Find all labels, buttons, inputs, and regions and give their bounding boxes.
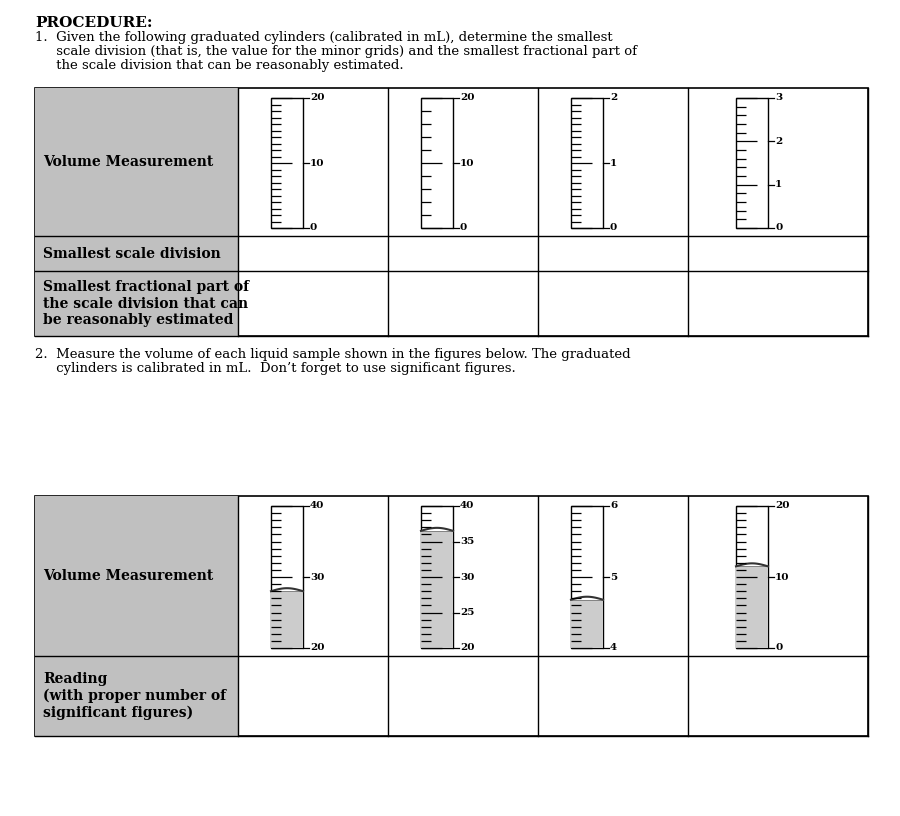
Text: Smallest fractional part of
the scale division that can
be reasonably estimated: Smallest fractional part of the scale di… xyxy=(43,281,249,326)
Text: 2.  Measure the volume of each liquid sample shown in the figures below. The gra: 2. Measure the volume of each liquid sam… xyxy=(35,348,631,361)
Text: 2: 2 xyxy=(775,137,782,146)
Text: 30: 30 xyxy=(460,573,474,582)
Bar xyxy=(571,506,603,648)
Text: 20: 20 xyxy=(310,644,325,653)
Text: 10: 10 xyxy=(460,158,474,167)
Text: scale division (that is, the value for the minor grids) and the smallest fractio: scale division (that is, the value for t… xyxy=(35,45,637,58)
Bar xyxy=(421,506,453,648)
Text: 25: 25 xyxy=(460,608,474,617)
Text: 30: 30 xyxy=(310,573,324,582)
Text: 1: 1 xyxy=(775,180,782,189)
Text: 40: 40 xyxy=(460,502,474,511)
Text: 1.  Given the following graduated cylinders (calibrated in mL), determine the sm: 1. Given the following graduated cylinde… xyxy=(35,31,613,44)
Text: 3: 3 xyxy=(775,94,782,103)
Text: the scale division that can be reasonably estimated.: the scale division that can be reasonabl… xyxy=(35,59,403,72)
Bar xyxy=(35,88,868,336)
Bar xyxy=(571,98,603,228)
Text: 20: 20 xyxy=(460,94,474,103)
Bar xyxy=(35,496,238,736)
Text: PROCEDURE:: PROCEDURE: xyxy=(35,16,152,30)
Bar xyxy=(271,592,303,648)
Text: 40: 40 xyxy=(310,502,324,511)
Text: Volume Measurement: Volume Measurement xyxy=(43,155,213,169)
Text: 10: 10 xyxy=(775,573,789,582)
Bar xyxy=(35,88,238,336)
Text: 35: 35 xyxy=(460,537,474,546)
Bar xyxy=(736,98,768,228)
Bar xyxy=(35,496,868,736)
Text: Reading
(with proper number of
significant figures): Reading (with proper number of significa… xyxy=(43,672,226,720)
Bar xyxy=(421,531,453,648)
Text: 0: 0 xyxy=(775,224,782,233)
Text: 0: 0 xyxy=(610,224,617,233)
Text: 0: 0 xyxy=(460,224,467,233)
Bar xyxy=(736,506,768,648)
Bar xyxy=(571,600,603,648)
Text: 10: 10 xyxy=(310,158,325,167)
Text: 20: 20 xyxy=(310,94,325,103)
Text: 6: 6 xyxy=(610,502,617,511)
Bar xyxy=(736,566,768,648)
Text: cylinders is calibrated in mL.  Don’t forget to use significant figures.: cylinders is calibrated in mL. Don’t for… xyxy=(35,362,516,375)
Text: Volume Measurement: Volume Measurement xyxy=(43,569,213,583)
Bar xyxy=(421,98,453,228)
Text: 5: 5 xyxy=(610,573,617,582)
Text: 20: 20 xyxy=(460,644,474,653)
Bar xyxy=(271,506,303,648)
Text: 1: 1 xyxy=(610,158,617,167)
Text: Smallest scale division: Smallest scale division xyxy=(43,246,220,260)
Text: 2: 2 xyxy=(610,94,617,103)
Text: 4: 4 xyxy=(610,644,617,653)
Text: 20: 20 xyxy=(775,502,789,511)
Bar xyxy=(271,98,303,228)
Text: 0: 0 xyxy=(775,644,782,653)
Text: 0: 0 xyxy=(310,224,317,233)
